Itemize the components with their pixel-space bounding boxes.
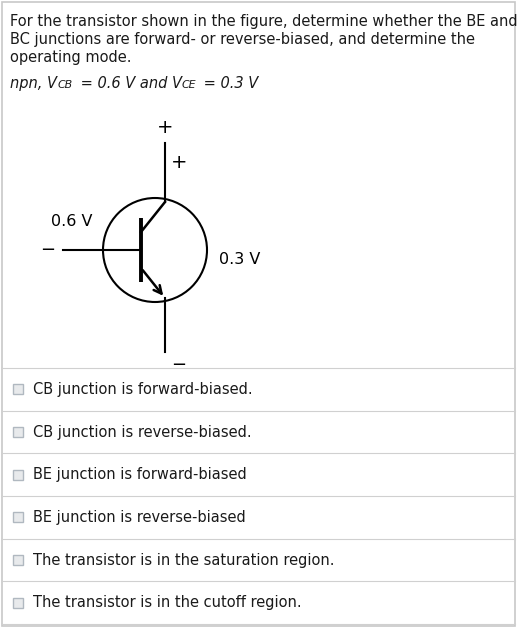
Text: 0.6 V: 0.6 V — [51, 215, 93, 229]
Text: operating mode.: operating mode. — [10, 50, 131, 65]
FancyBboxPatch shape — [13, 470, 23, 480]
Text: 0.3 V: 0.3 V — [219, 252, 261, 268]
Text: +: + — [171, 153, 188, 172]
Text: The transistor is in the cutoff region.: The transistor is in the cutoff region. — [33, 595, 301, 610]
Text: For the transistor shown in the figure, determine whether the BE and: For the transistor shown in the figure, … — [10, 14, 517, 29]
Text: −: − — [40, 241, 55, 259]
FancyBboxPatch shape — [13, 384, 23, 394]
Text: CB junction is reverse-biased.: CB junction is reverse-biased. — [33, 425, 252, 440]
Text: BE junction is forward-biased: BE junction is forward-biased — [33, 467, 247, 482]
Text: BE junction is reverse-biased: BE junction is reverse-biased — [33, 510, 246, 525]
Text: The transistor is in the saturation region.: The transistor is in the saturation regi… — [33, 553, 334, 568]
Text: −: − — [171, 356, 186, 374]
Text: = 0.6 V and V: = 0.6 V and V — [76, 76, 182, 91]
Text: CE: CE — [182, 80, 196, 90]
Text: CB junction is forward-biased.: CB junction is forward-biased. — [33, 382, 253, 397]
FancyBboxPatch shape — [13, 427, 23, 437]
Text: = 0.3 V: = 0.3 V — [199, 76, 258, 91]
FancyBboxPatch shape — [13, 598, 23, 608]
Text: +: + — [157, 118, 173, 137]
Text: CB: CB — [58, 80, 73, 90]
FancyBboxPatch shape — [13, 555, 23, 565]
FancyBboxPatch shape — [13, 512, 23, 522]
Text: BC junctions are forward- or reverse-biased, and determine the: BC junctions are forward- or reverse-bia… — [10, 32, 475, 47]
Text: npn, V: npn, V — [10, 76, 57, 91]
